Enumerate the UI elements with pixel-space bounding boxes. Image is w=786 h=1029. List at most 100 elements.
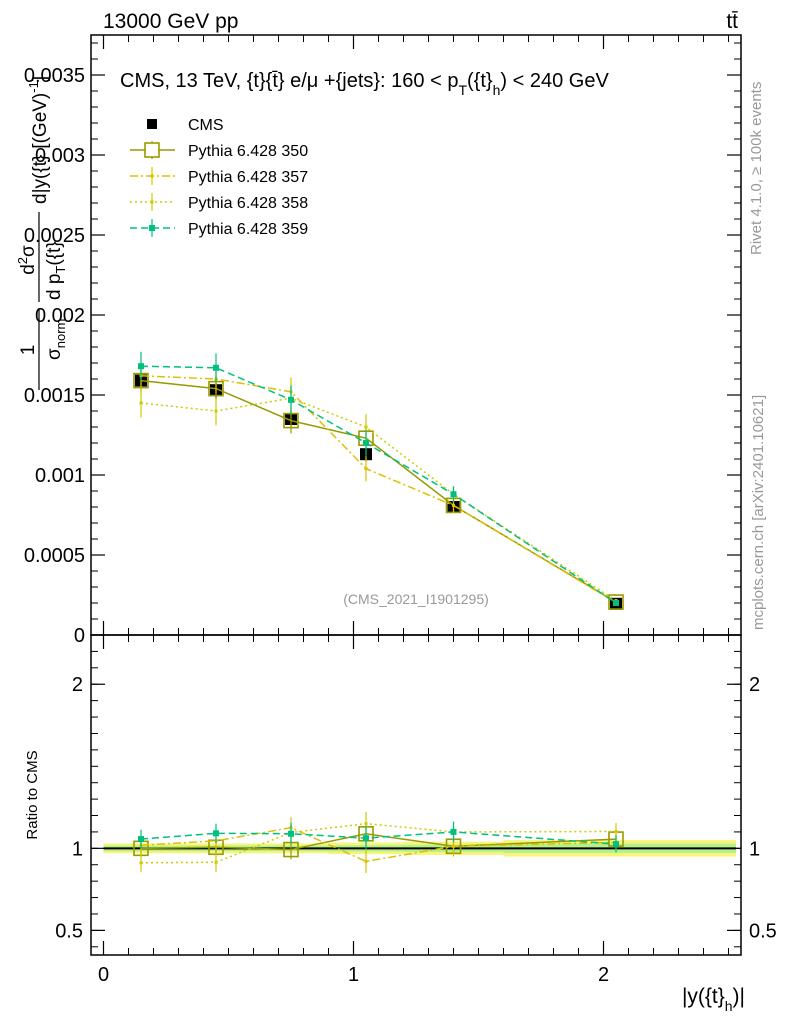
series-ratio-marker	[450, 828, 457, 835]
y-tick-label: 0.0015	[24, 385, 85, 407]
xlabel-close: )|	[733, 985, 745, 1008]
y-tick-label: 0.002	[35, 305, 85, 327]
plot-title-end: ) < 240 GeV	[500, 70, 609, 92]
legend-label: Pythia 6.428 358	[188, 195, 308, 212]
series-marker	[613, 600, 619, 606]
x-tick-label: 2	[598, 964, 609, 986]
series-ratio-marker	[213, 830, 219, 837]
y-tick-label: 0.0005	[24, 545, 85, 567]
series-pythia-6-428-359	[138, 351, 619, 853]
series-marker	[288, 396, 294, 403]
series-marker	[214, 409, 218, 413]
ylabel-frac2-num: d2σ	[15, 245, 39, 275]
ratio-tick-label-right: 1	[749, 838, 760, 860]
series-marker	[363, 440, 369, 446]
ratio-tick-label: 2	[72, 674, 83, 696]
plot-title-mid: ({t}	[467, 70, 493, 92]
ratio-plot-frame	[90, 634, 742, 956]
ylabel-unit: [(GeV)	[30, 93, 51, 149]
process-label: tt̄	[726, 10, 738, 33]
series-ratio-marker	[363, 835, 369, 842]
ratio-tick-label-right: 0.5	[749, 920, 777, 942]
ylabel-unit-close: ]	[30, 76, 51, 81]
series-line	[140, 365, 617, 604]
plot-title-sub1: T	[458, 82, 467, 98]
legend-marker	[150, 200, 154, 204]
series-line	[140, 379, 617, 603]
plot-title-main: CMS, 13 TeV, {t}{t̄} e/μ +{jets}: 160 < …	[120, 70, 458, 92]
legend-marker	[150, 174, 154, 178]
legend: CMS Pythia 6.428 350 Pythia 6.428 357 Pythi…	[130, 117, 308, 238]
legend-label: Pythia 6.428 359	[188, 221, 308, 238]
series-ratio-marker	[139, 861, 143, 865]
y-axis-label: 1 σnorm d2σ d pT({t} d|y({t}[(GeV)-1]	[15, 76, 68, 390]
ratio-uncertainty-band	[103, 840, 736, 857]
series-ratio-marker	[364, 859, 368, 863]
ylabel-frac2-den: d pT({t}	[44, 241, 68, 300]
series-ratio-marker	[364, 822, 368, 826]
series-marker	[364, 425, 368, 429]
ylabel-frac1-den-sub: norm	[53, 319, 68, 349]
series-line	[140, 375, 617, 604]
series-ratio-marker	[138, 836, 144, 843]
legend-marker	[147, 119, 157, 129]
xlabel-main: |y({t}	[682, 985, 725, 1008]
series-ratio-line	[140, 822, 617, 864]
series-ratio-line	[140, 833, 617, 851]
series-ratio-marker	[214, 860, 218, 864]
legend-label: CMS	[188, 117, 224, 134]
side-source-label: mcplots.cern.ch [arXiv:2401.10621]	[750, 395, 767, 630]
series-pythia-6-428-357	[139, 361, 618, 874]
ylabel-frac1-num: 1	[18, 345, 39, 356]
ylabel-frac2-den-tail: ({t}	[44, 241, 65, 265]
ylabel-frac1-den-main: σ	[44, 348, 65, 360]
ylabel-frac2-num-main: d	[18, 264, 39, 275]
legend-label: Pythia 6.428 350	[188, 143, 308, 160]
analysis-id: (CMS_2021_I1901295)	[343, 591, 489, 607]
x-axis-label: |y({t}h)|	[682, 985, 745, 1014]
y-tick-label: 0.001	[35, 465, 85, 487]
energy-label: 13000 GeV pp	[103, 10, 238, 33]
ylabel-frac2-den-main: d p	[44, 274, 65, 300]
series-marker	[452, 503, 455, 507]
plot-title: CMS, 13 TeV, {t}{t̄} e/μ +{jets}: 160 < …	[120, 70, 609, 98]
y-tick-label: 0.0025	[24, 225, 85, 247]
ratio-y-label: Ratio to CMS	[24, 750, 41, 839]
series-layer	[133, 351, 624, 874]
ylabel-frac1-den: σnorm	[44, 319, 68, 360]
plot-title-sub2: h	[493, 82, 501, 98]
x-tick-label: 1	[348, 964, 359, 986]
series-ratio-marker	[452, 844, 455, 848]
ratio-tick-label-right: 2	[749, 674, 760, 696]
series-marker	[213, 364, 219, 371]
series-ratio-line	[140, 826, 617, 863]
legend-marker	[144, 142, 160, 158]
ratio-tick-label: 0.5	[55, 920, 83, 942]
side-rivet-label: Rivet 4.1.0, ≥ 100k events	[748, 82, 765, 255]
series-cms	[135, 372, 622, 610]
y-tick-label: 0.0035	[24, 65, 85, 87]
ylabel-tail: d|y({t} [(GeV)-1]	[26, 76, 51, 204]
series-marker	[138, 363, 144, 370]
ylabel-tail-main: d|y({t}	[30, 155, 51, 204]
series-ratio-marker	[614, 830, 618, 834]
axis-ticks: 0 0.0005 0.001 0.0015 0.002 0.0025 0.003 0.0035…	[24, 35, 777, 986]
series-ratio-marker	[288, 830, 294, 837]
ylabel-frac2-den-sub: T	[53, 266, 68, 274]
series-marker	[450, 491, 457, 498]
series-ratio-marker	[613, 841, 619, 848]
xlabel-sub: h	[725, 998, 733, 1014]
ylabel-frac2-num-tail: σ	[18, 245, 39, 257]
series-marker	[139, 401, 143, 405]
ylabel-frac2-num-sup: 2	[15, 257, 30, 264]
y-tick-label: 0	[74, 625, 85, 647]
series-marker	[364, 467, 368, 471]
series-ratio-line	[140, 831, 617, 845]
ylabel-unit-sup: -1	[26, 81, 41, 93]
y-tick-label: 0.003	[35, 145, 85, 167]
series-marker	[608, 594, 624, 610]
x-tick-label: 0	[98, 964, 109, 986]
legend-marker	[149, 225, 155, 231]
